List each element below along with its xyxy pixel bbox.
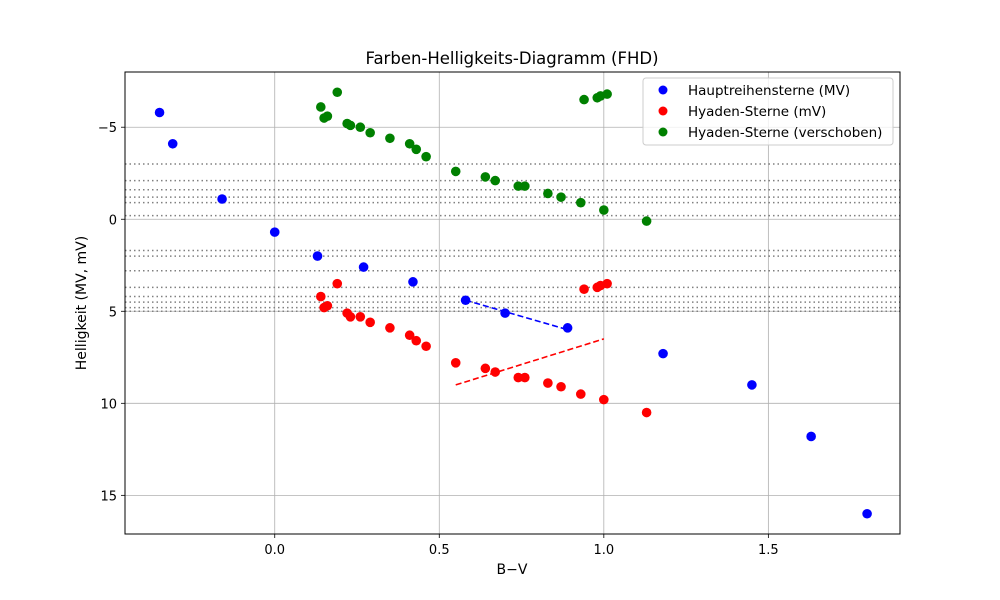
main-sequence-point	[747, 380, 757, 390]
main-sequence-point	[658, 348, 668, 359]
legend-box	[642, 77, 894, 146]
hyades-point	[641, 407, 652, 418]
data-points	[154, 87, 872, 519]
hyades-shifted-point	[322, 111, 333, 121]
hyades-shifted-point	[404, 138, 415, 149]
hyades-shifted-point	[411, 144, 422, 155]
main-sequence-point	[460, 295, 471, 306]
hyades-point	[543, 378, 553, 388]
main-sequence-point	[862, 508, 872, 519]
main-sequence-point	[217, 194, 227, 204]
hyades-shifted-point	[450, 166, 461, 177]
hyades-shifted-point	[543, 188, 553, 199]
legend-label-hyades: Hyaden-Sterne (mV)	[688, 104, 826, 120]
main-sequence-point	[167, 138, 178, 149]
hyades-shifted-point	[316, 102, 326, 112]
hyades-shifted-point	[332, 87, 343, 98]
main-sequence-point	[562, 323, 573, 333]
hyades-point	[322, 300, 333, 311]
hyades-shifted-point	[513, 181, 524, 191]
hyades-point	[579, 284, 589, 294]
hyades-point	[316, 291, 326, 302]
hyades-shifted-point	[556, 192, 566, 202]
hyades-point	[575, 389, 586, 399]
hyades-shifted-point	[579, 94, 589, 105]
hyades-point	[355, 312, 366, 322]
y-tick-label: 15	[100, 489, 117, 504]
legend: Hauptreihensterne (MV) Hyaden-Sterne (mV…	[642, 77, 894, 146]
x-axis-label: B−V	[497, 562, 528, 578]
dotted-reference-lines	[125, 163, 900, 313]
y-tick-label: 10	[100, 397, 117, 412]
y-tick-label: −5	[98, 121, 117, 136]
legend-marker-main-sequence	[658, 85, 668, 95]
hyades-point	[385, 323, 395, 333]
hyades-shifted-point	[490, 175, 501, 186]
main-sequence-point	[154, 107, 165, 118]
hyades-point	[411, 335, 422, 346]
hyades-point	[345, 312, 356, 322]
hyades-shifted-point	[385, 133, 395, 144]
hyades-point	[599, 394, 609, 405]
hyades-shifted-point	[602, 89, 612, 99]
hyades-shifted-point	[575, 197, 586, 208]
legend-label-hyades-shifted: Hyaden-Sterne (verschoben)	[688, 125, 882, 141]
hyades-shifted-point	[345, 120, 356, 131]
hyades-shifted-point	[355, 122, 366, 133]
legend-label-main-sequence: Hauptreihensterne (MV)	[688, 83, 850, 99]
hyades-point	[520, 372, 530, 383]
axis-ticks: 0.0 0.5 1.0 1.5 −5 0 5 10 15	[98, 121, 779, 558]
main-sequence-point	[500, 308, 510, 318]
hyades-point	[421, 341, 431, 352]
main-sequence-point	[358, 262, 369, 272]
hyades-point	[404, 330, 415, 341]
hyades-shifted-point	[421, 151, 431, 162]
y-axis-label: Helligkeit (MV, mV)	[74, 236, 90, 370]
main-sequence-point	[806, 431, 816, 442]
hyades-shifted-point	[599, 205, 609, 215]
legend-marker-hyades-shifted	[658, 127, 668, 137]
y-tick-label: 0	[109, 213, 117, 228]
x-tick-label: 1.0	[593, 543, 614, 558]
plot-frame	[124, 71, 901, 535]
x-tick-label: 1.5	[758, 543, 779, 558]
hyades-shifted-point	[641, 216, 652, 226]
dashed-trend-line	[455, 338, 605, 386]
x-tick-label: 0.0	[264, 543, 285, 558]
y-tick-label: 5	[109, 305, 117, 320]
hyades-point	[602, 278, 612, 289]
main-sequence-point	[269, 227, 280, 237]
trend-lines	[455, 299, 605, 386]
hyades-shifted-point	[480, 172, 491, 182]
grid-layer	[125, 72, 900, 534]
hyades-point	[365, 317, 375, 328]
main-sequence-point	[312, 251, 323, 261]
hyades-point	[450, 358, 461, 368]
hyades-point	[490, 367, 501, 377]
hyades-point	[513, 372, 524, 383]
main-sequence-point	[408, 277, 418, 287]
hyades-shifted-point	[365, 127, 375, 138]
legend-marker-hyades	[658, 106, 668, 116]
chart-title: Farben-Helligkeits-Diagramm (FHD)	[365, 49, 658, 68]
hyades-shifted-point	[520, 181, 530, 191]
hyades-point	[480, 363, 491, 374]
x-tick-label: 0.5	[429, 543, 450, 558]
hyades-point	[332, 278, 343, 289]
hyades-point	[556, 381, 566, 392]
